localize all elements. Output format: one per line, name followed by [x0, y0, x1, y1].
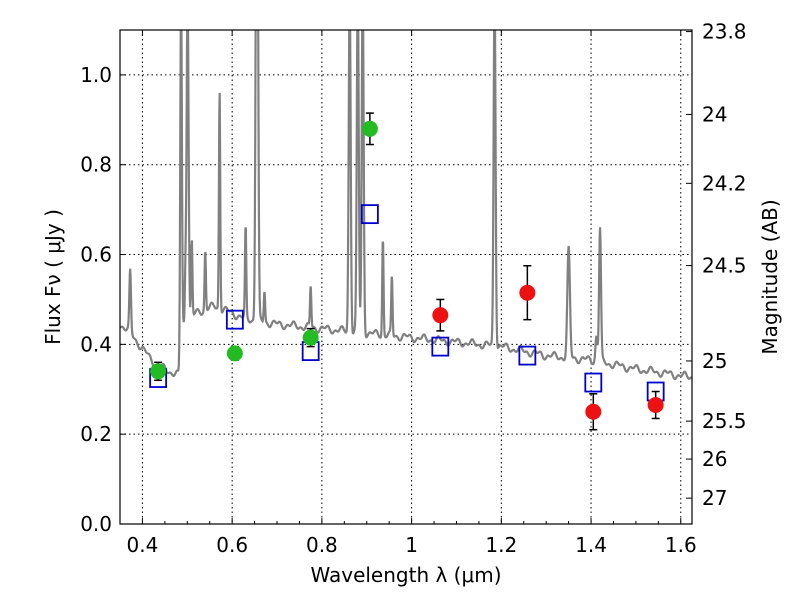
model-flux-square	[225, 309, 244, 330]
x-tick-label: 0.8	[306, 533, 338, 557]
green-data-point	[302, 329, 319, 346]
green-data-point	[226, 345, 243, 362]
y-tick-label: 0.8	[80, 153, 112, 177]
red-data-point	[432, 307, 449, 324]
red-data-point	[519, 284, 536, 301]
plot-frame	[119, 29, 693, 525]
y-tick-label: 0.4	[80, 332, 112, 356]
green-data-point	[361, 120, 378, 137]
model-spectrum	[120, 30, 692, 381]
model-flux-square	[518, 345, 537, 366]
x-axis-label: Wavelength λ (μm)	[310, 563, 501, 587]
right-tick-label: 23.8	[702, 20, 747, 44]
red-data-point	[647, 396, 664, 413]
green-data-point	[150, 363, 167, 380]
x-tick-label: 0.4	[127, 533, 159, 557]
y-tick-label: 0.2	[80, 422, 112, 446]
right-tick-label: 24.2	[702, 171, 747, 195]
x-tick-label: 1.2	[485, 533, 517, 557]
photometry-points	[149, 112, 665, 431]
model-flux-square	[584, 372, 603, 393]
right-tick-label: 24.5	[702, 254, 747, 278]
y-tick-label: 0.0	[80, 512, 112, 536]
right-axis-label: Magnitude (AB)	[758, 199, 782, 354]
y-tick-label: 1.0	[80, 63, 112, 87]
right-tick-label: 26	[702, 447, 727, 471]
x-tick-label: 1.4	[575, 533, 607, 557]
x-tick-label: 0.6	[216, 533, 248, 557]
model-flux-square	[431, 336, 450, 357]
right-tick-label: 25	[702, 349, 727, 373]
axis-ticks: 0.4 0.6 0.8 1 1.2 1.4 1.6 0.0 0.2 0.4 0.6 0.8 1.0 23.…	[80, 20, 746, 557]
y-axis-label: Flux Fν ( μJy )	[41, 209, 65, 345]
right-tick-label: 27	[702, 486, 727, 510]
x-tick-label: 1	[405, 533, 418, 557]
right-tick-label: 25.5	[702, 409, 747, 433]
y-tick-label: 0.6	[80, 243, 112, 267]
model-spectrum-line	[120, 30, 692, 381]
x-tick-label: 1.6	[665, 533, 697, 557]
model-flux-square	[360, 204, 379, 225]
right-tick-label: 24	[702, 102, 727, 126]
red-data-point	[585, 403, 602, 420]
